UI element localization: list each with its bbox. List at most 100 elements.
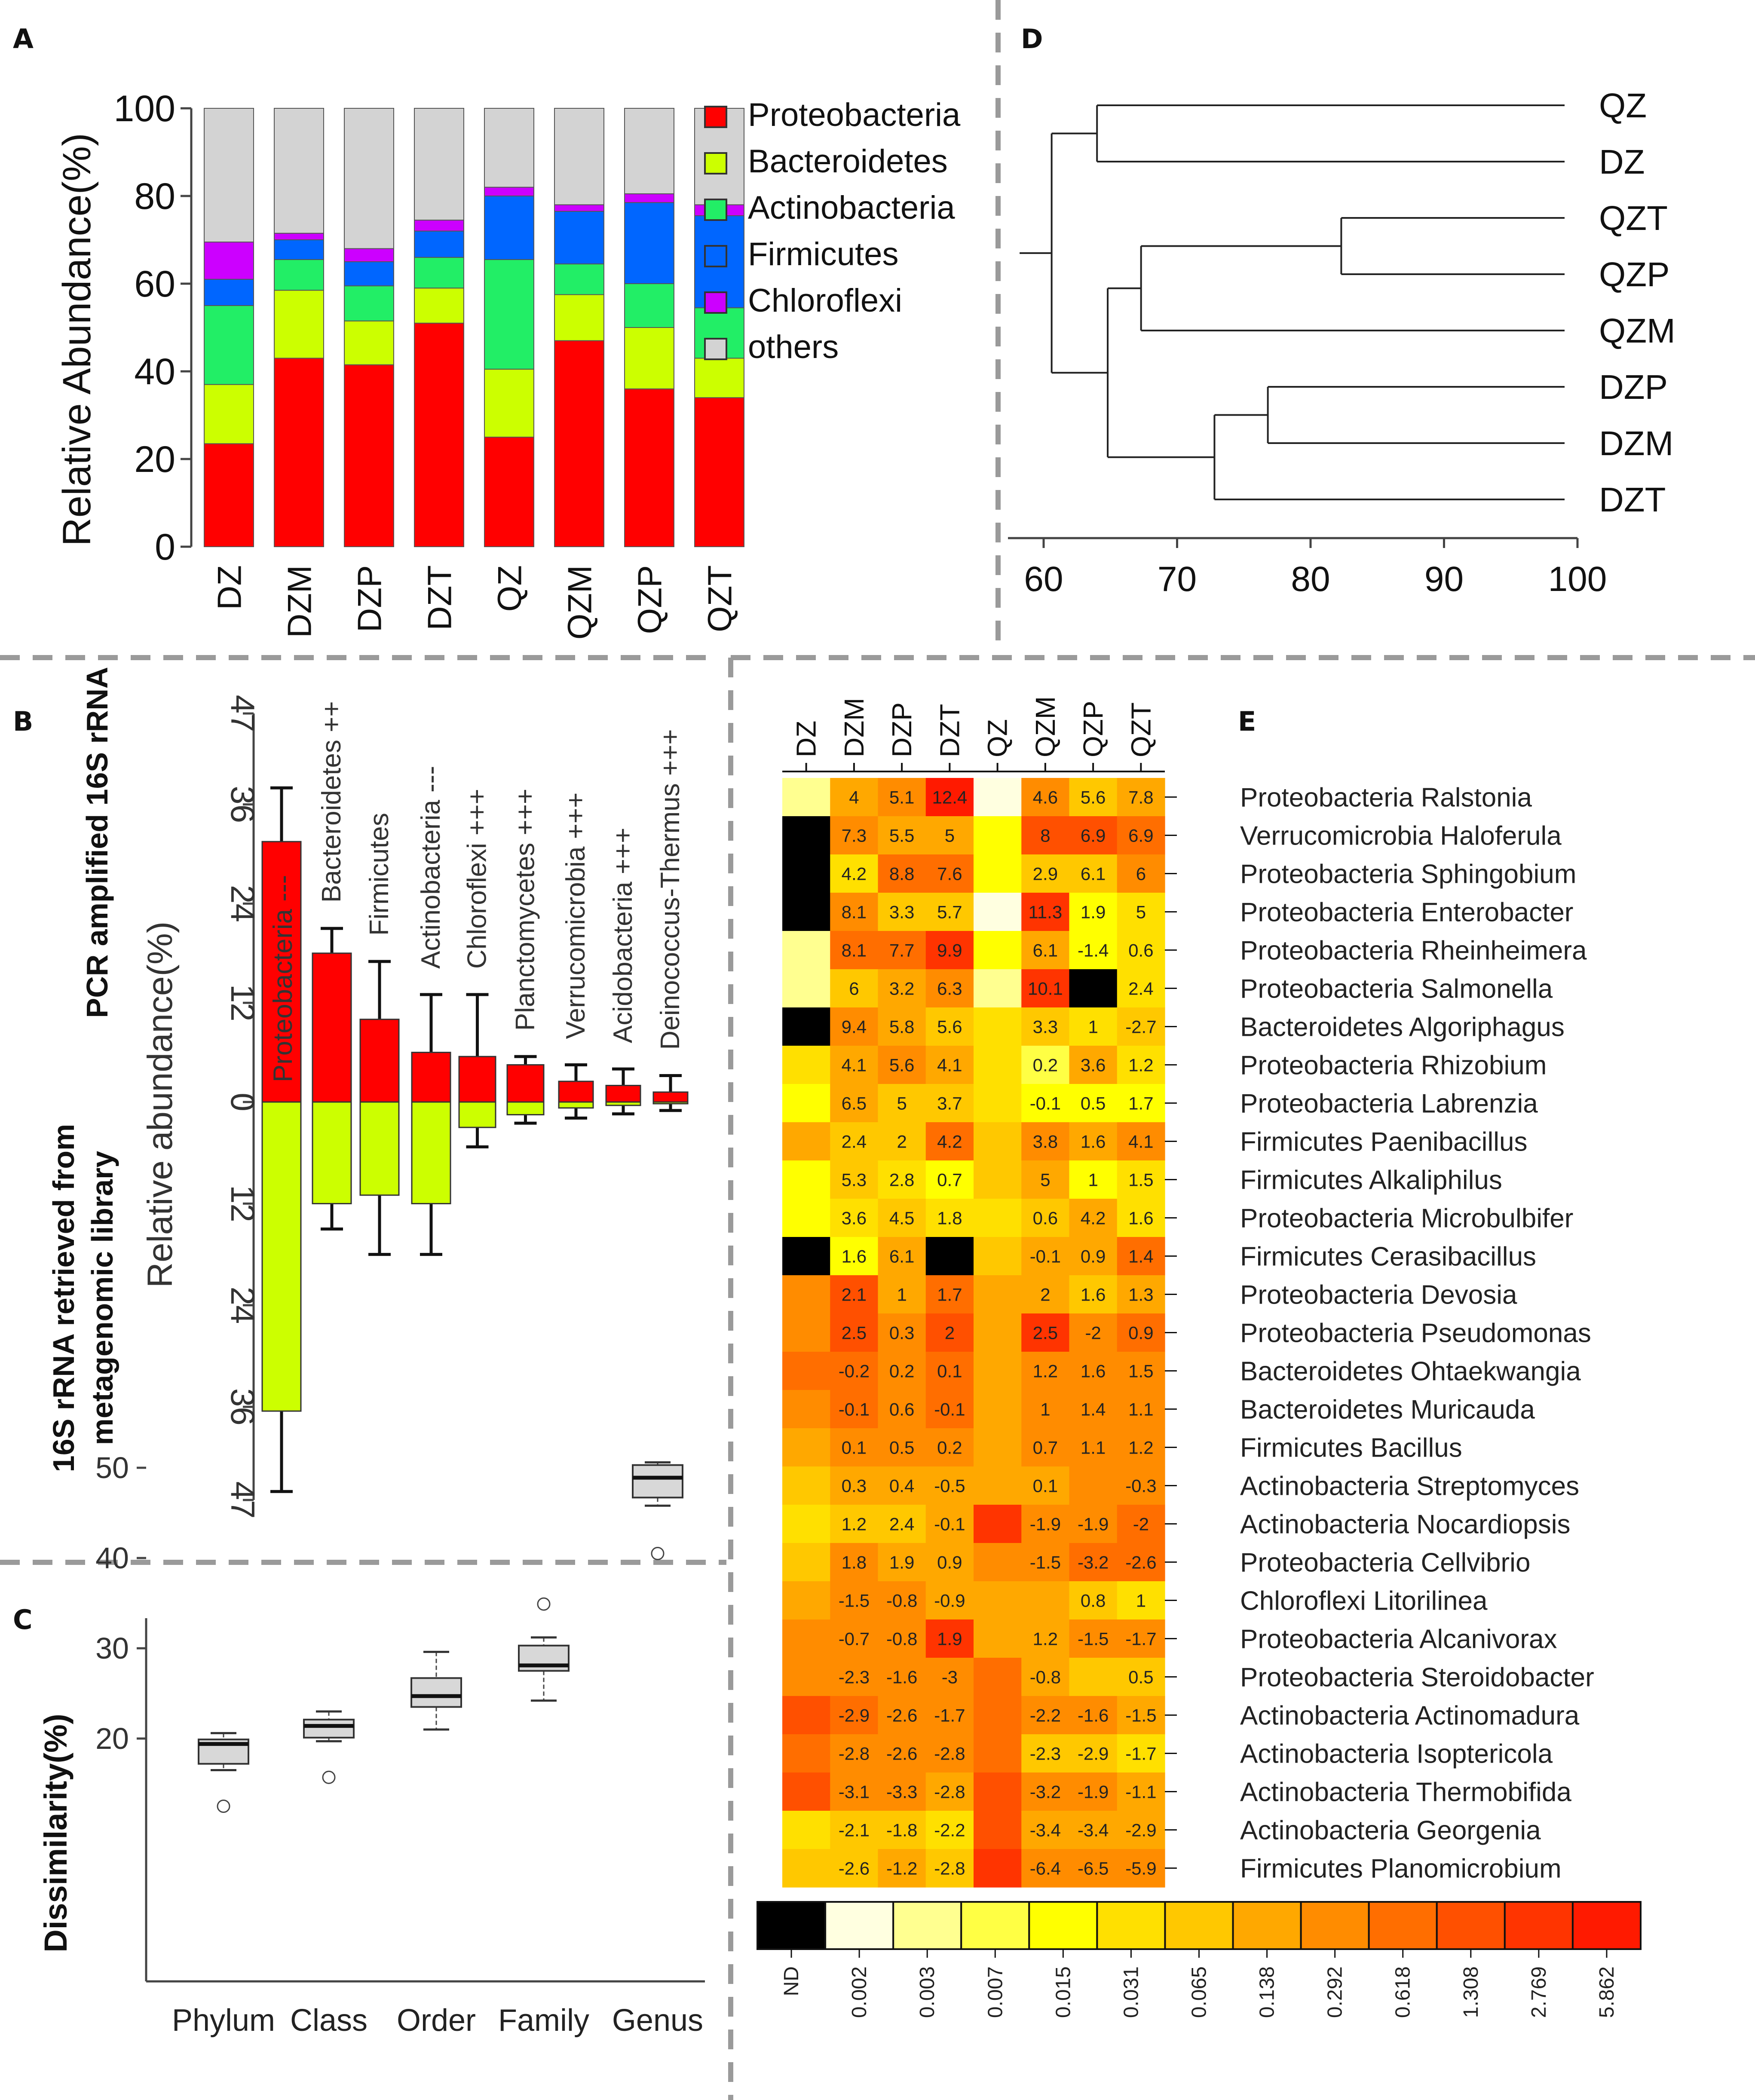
panel-e-cell (830, 1581, 879, 1620)
panel-e-cell-value: 3.3 (1033, 1017, 1058, 1037)
panel-e-cell (782, 1505, 830, 1543)
panel-e-cell (974, 1505, 1022, 1543)
panel-e-row-label: Proteobacteria Sphingobium (1240, 860, 1576, 889)
panel-e-row-label: Actinobacteria Isoptericola (1240, 1739, 1553, 1769)
panel-e-cell (1117, 969, 1165, 1008)
panel-e-cell (1117, 893, 1165, 931)
panel-e-cell (782, 931, 830, 970)
panel-e-cell (974, 854, 1022, 893)
panel-e-cell-value: 1.1 (1128, 1399, 1153, 1420)
panel-e-cell (1117, 854, 1165, 893)
panel-e-cell (878, 931, 926, 970)
panel-d-leaf-labels: QZ DZ QZT QZP QZM DZP DZM DZT (1599, 86, 1675, 519)
panel-e-cell (782, 1658, 830, 1696)
panel-e-cell-value: 1.4 (1128, 1246, 1153, 1267)
panel-e-column-headers: DZ DZM DZP DZT QZ QZM QZP QZT (782, 696, 1165, 772)
panel-e-row-label: Chloroflexi Litorilinea (1240, 1586, 1488, 1616)
panel-e-cell (782, 1581, 830, 1620)
panel-e-cell (782, 1734, 830, 1773)
panel-e-cell (1069, 1696, 1118, 1735)
panel-b-bar-metagenomic (605, 1101, 641, 1106)
panel-e-cell (1021, 1658, 1070, 1696)
panel-e-cell-value: 0.1 (1033, 1476, 1058, 1496)
panel-b-lower-label-line2: metagenomic library (86, 1151, 119, 1445)
panel-e-cell (925, 1390, 974, 1429)
panel-e-row-label: Proteobacteria Microbulbifer (1240, 1204, 1573, 1234)
panel-e-cell (925, 1466, 974, 1505)
panel-e-cell-value: 0.9 (1081, 1246, 1106, 1267)
panel-e-row-label: Actinobacteria Streptomyces (1240, 1472, 1579, 1501)
panel-e-cell-value: 1 (1040, 1399, 1050, 1420)
panel-e-cell-value: 2.5 (1033, 1323, 1058, 1343)
panel-e-cell (830, 778, 879, 817)
panel-a-x-tick-label: QZP (631, 565, 669, 634)
panel-e-cell-value: 6.5 (842, 1093, 867, 1114)
panel-e-cell-value: -3.1 (839, 1782, 870, 1802)
panel-e-cell-value: 0.5 (1128, 1667, 1153, 1687)
panel-e-cell-value: 9.9 (937, 940, 962, 961)
panel-e-scale-label: 0.002 (848, 1966, 871, 2018)
panel-e-cell (878, 1772, 926, 1811)
panel-b-category-label: Proteobacteria --- (268, 875, 298, 1082)
panel-b-y-tick-label: 47 (224, 1482, 262, 1519)
panel-e-cell (878, 816, 926, 855)
panel-e-cell-value: -3.4 (1030, 1820, 1061, 1840)
panel-e-cell (830, 1772, 879, 1811)
panel-e-cell-value: -1.1 (1125, 1782, 1156, 1802)
panel-e-cell (782, 1543, 830, 1582)
panel-e-cell (1069, 1849, 1118, 1888)
panel-e-cell (925, 1313, 974, 1352)
panel-e-cell (925, 969, 974, 1008)
panel-e-cell-value: -1.2 (886, 1858, 917, 1879)
panel-d-tree (1020, 104, 1565, 500)
panel-a-x-tick-label: DZT (421, 565, 459, 631)
panel-e-cell (878, 1237, 926, 1276)
panel-b-bar-pcr (458, 1056, 496, 1103)
panel-e-cell (1021, 1160, 1070, 1199)
panel-e-cell (925, 778, 974, 817)
panel-e-cell (878, 1466, 926, 1505)
panel-b-y-tick-label: 12 (224, 1185, 262, 1222)
panel-e-cell-value: 1.2 (1033, 1361, 1058, 1381)
panel-e-cell-value: 1.6 (1081, 1285, 1106, 1305)
panel-e-cell-value: -0.2 (839, 1361, 870, 1381)
panel-a-bar-qz-actinobacteria (484, 259, 534, 370)
panel-e-cell (1117, 1772, 1165, 1811)
panel-e-cell-value: 5.7 (937, 902, 962, 922)
panel-e-cell (1069, 1811, 1118, 1849)
panel-d-x-axis: 60 70 80 90 100 (1008, 537, 1607, 599)
panel-e-cell (782, 1313, 830, 1352)
panel-e-cell (830, 1543, 879, 1582)
panel-b-y-tick-label: 36 (224, 786, 262, 823)
panel-e-cell (830, 816, 879, 855)
panel-e-column-label: DZ (791, 721, 822, 757)
panel-e-cell-value: 1.9 (889, 1552, 914, 1573)
panel-e-cell (830, 1237, 879, 1276)
panel-e-cell (782, 1237, 830, 1276)
panel-a-bar-qzt-proteobacteria (694, 397, 744, 547)
panel-e-scale-swatch (1300, 1901, 1370, 1950)
panel-e-cell-value: 6 (1136, 864, 1146, 884)
panel-c-x-tick-labels: Phylum Class Order Family Genus (172, 2003, 703, 2038)
panel-e-scale-swatch (1028, 1901, 1098, 1950)
panel-e-cell (1069, 1581, 1118, 1620)
panel-d-leaf-label: QZ (1599, 86, 1647, 125)
panel-e-cell (925, 854, 974, 893)
panel-e-cell (1021, 1237, 1070, 1276)
panel-e-cell-value: 1.3 (1128, 1285, 1153, 1305)
panel-e-cell-value: -0.8 (886, 1629, 917, 1649)
panel-e-cell (878, 1734, 926, 1773)
panel-e-cell (1117, 1122, 1165, 1161)
panel-e-cell-value: 2.1 (842, 1285, 867, 1305)
panel-e-cell (1021, 1811, 1070, 1849)
panel-e-cell-value: 1.9 (937, 1629, 962, 1649)
panel-a-x-tick-label: QZM (561, 565, 599, 640)
panel-e-cell-value: 0.2 (937, 1438, 962, 1458)
panel-b-bar-metagenomic (506, 1101, 545, 1116)
panel-e-cell (878, 1313, 926, 1352)
panel-e-cell-value: 2.8 (889, 1170, 914, 1190)
panel-a-bar-qz-firmicutes (484, 196, 534, 260)
panel-e-cell-value: 0.2 (1033, 1055, 1058, 1075)
panel-e-cell (878, 1543, 926, 1582)
panel-e-cell-value: 4.2 (1081, 1208, 1106, 1228)
